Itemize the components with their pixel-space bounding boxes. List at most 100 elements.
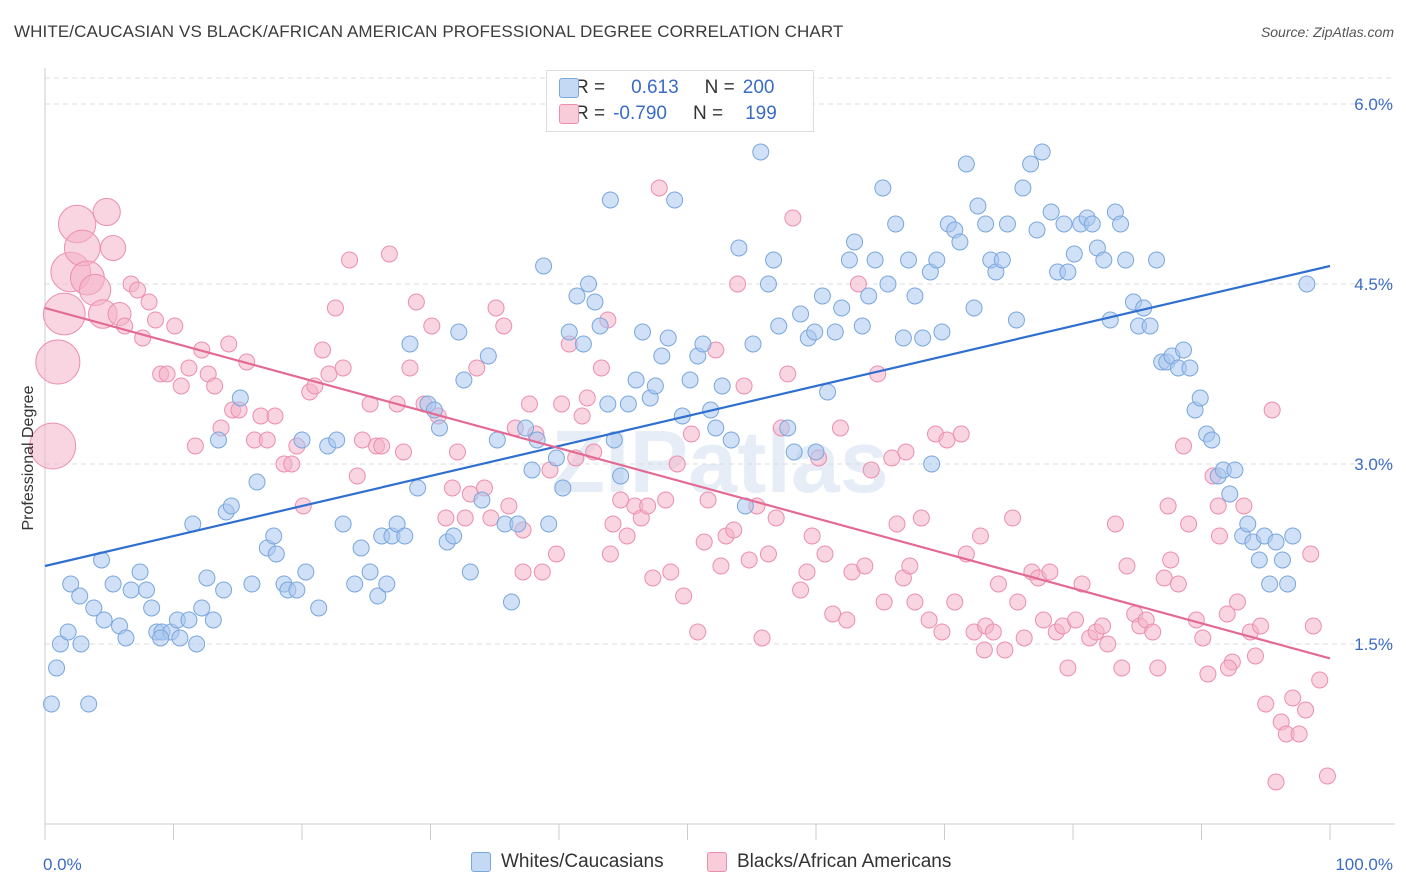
- blue-point: [293, 431, 311, 449]
- pink-point: [1144, 623, 1162, 641]
- blue-point: [352, 539, 370, 557]
- blue-point: [1250, 551, 1268, 569]
- pink-point: [1252, 617, 1270, 635]
- blue-point: [131, 563, 149, 581]
- blue-point: [887, 215, 905, 233]
- blue-point: [969, 197, 987, 215]
- legend-item-whites: Whites/Caucasians: [471, 851, 664, 873]
- blue-point: [215, 581, 233, 599]
- blue-point: [765, 251, 783, 269]
- pink-point: [258, 431, 276, 449]
- pink-point: [1155, 569, 1173, 587]
- blue-point: [1226, 461, 1244, 479]
- pink-point: [487, 299, 505, 317]
- blue-point: [1239, 515, 1257, 533]
- blue-point: [310, 599, 328, 617]
- blue-point: [826, 323, 844, 341]
- blue-point: [833, 299, 851, 317]
- pink-point: [1004, 509, 1022, 527]
- trendlines: [44, 264, 1331, 660]
- blue-point: [71, 587, 89, 605]
- pink-point: [816, 545, 834, 563]
- pink-point: [500, 497, 518, 515]
- pink-point: [938, 431, 956, 449]
- n-value: 199: [745, 103, 777, 124]
- pink-point: [1149, 659, 1167, 677]
- whites-label: Whites/Caucasians: [501, 851, 664, 872]
- pink-point: [578, 389, 596, 407]
- pink-point: [1009, 593, 1027, 611]
- blue-point: [248, 473, 266, 491]
- pink-point: [1067, 611, 1085, 629]
- blue-point: [346, 575, 364, 593]
- blue-point: [1273, 551, 1291, 569]
- blue-point: [1191, 389, 1209, 407]
- pink-point: [856, 557, 874, 575]
- blue-point: [653, 347, 671, 365]
- pink-point: [798, 563, 816, 581]
- blue-point: [634, 323, 652, 341]
- pink-point: [612, 491, 630, 509]
- pink-point: [1228, 593, 1246, 611]
- pink-point: [601, 545, 619, 563]
- pink-point: [1210, 527, 1228, 545]
- n-value: 200: [742, 77, 775, 98]
- pink-point: [682, 425, 700, 443]
- pink-point: [533, 563, 551, 581]
- pink-point: [740, 551, 758, 569]
- blue-point: [265, 527, 283, 545]
- pink-point: [784, 209, 802, 227]
- pink-point: [495, 317, 513, 335]
- blue-point: [401, 335, 419, 353]
- blue-point: [694, 335, 712, 353]
- blue-point: [894, 329, 912, 347]
- pink-point: [639, 497, 657, 515]
- blue-point: [1014, 179, 1032, 197]
- pink-point: [1015, 629, 1033, 647]
- blue-point: [222, 497, 240, 515]
- blue-point: [51, 635, 69, 653]
- pink-point: [1302, 545, 1320, 563]
- pink-point: [1180, 515, 1198, 533]
- source-label: Source: ZipAtlas.com: [1260, 24, 1394, 40]
- pink-trendline: [44, 306, 1331, 660]
- n-label: N =: [704, 77, 735, 98]
- r-value: -0.790: [613, 103, 667, 124]
- pink-point: [252, 407, 270, 425]
- blue-point: [171, 629, 189, 647]
- blue-point: [914, 329, 932, 347]
- blue-point: [951, 233, 969, 251]
- blue-point: [288, 581, 306, 599]
- blacks-label: Blacks/African Americans: [737, 851, 952, 872]
- pink-point: [1041, 563, 1059, 581]
- blue-point: [965, 299, 983, 317]
- blue-point: [1261, 575, 1279, 593]
- stats-row-pink: R = -0.790 N = 199: [559, 101, 777, 127]
- pink-point: [831, 419, 849, 437]
- blue-point: [1267, 533, 1285, 551]
- pink-point: [1218, 605, 1236, 623]
- pink-point: [314, 341, 332, 359]
- blue-point: [509, 515, 527, 533]
- pink-point: [897, 443, 915, 461]
- pink-point: [100, 234, 127, 262]
- pink-point: [824, 605, 842, 623]
- pink-point: [725, 521, 743, 539]
- blue-trendline: [44, 264, 1331, 568]
- pink-point: [644, 569, 662, 587]
- blue-point: [1279, 575, 1297, 593]
- blue-point: [666, 191, 684, 209]
- pink-point: [341, 251, 359, 269]
- blue-swatch: [559, 78, 579, 98]
- stats-legend: R = 0.613 N = 200 R = -0.790 N = 199: [546, 70, 814, 132]
- pink-point: [514, 563, 532, 581]
- pink-point: [401, 359, 419, 377]
- blue-point: [840, 251, 858, 269]
- pink-point: [1113, 659, 1131, 677]
- pink-point: [906, 593, 924, 611]
- blue-point: [807, 443, 825, 461]
- pink-point: [975, 641, 993, 659]
- blue-point: [998, 215, 1016, 233]
- blue-point: [535, 257, 553, 275]
